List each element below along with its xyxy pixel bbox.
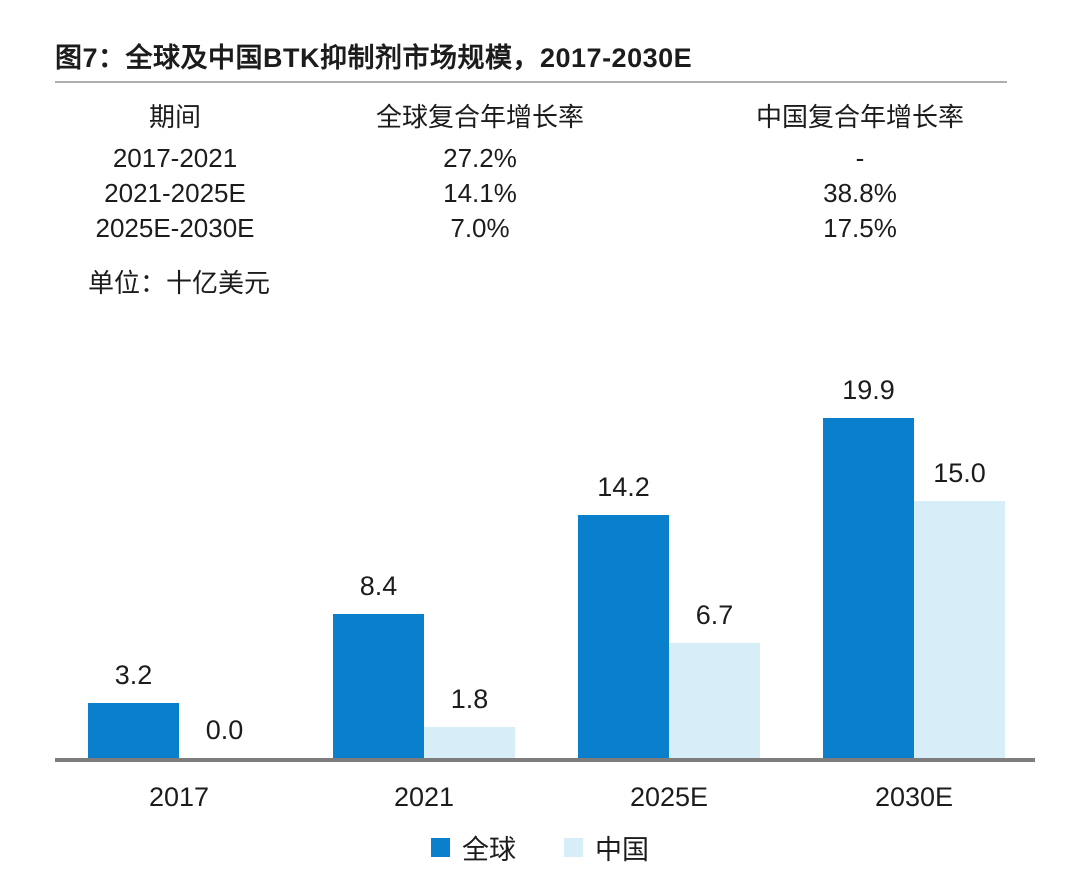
figure-title: 图7：全球及中国BTK抑制剂市场规模，2017-2030E xyxy=(55,43,693,73)
bar-slot: 19.9 xyxy=(823,348,914,758)
bar-group-2021: 8.4 1.8 xyxy=(333,348,515,758)
bar-slot: 15.0 xyxy=(914,348,1005,758)
plot-area: 3.2 0.0 8.4 1.8 14.2 6.7 19.9 15.0 xyxy=(55,348,1035,758)
cagr-cell-china: - xyxy=(855,143,865,173)
cagr-header-global: 全球复合年增长率 xyxy=(375,102,584,132)
bar-value-label: 0.0 xyxy=(205,714,244,745)
legend-item-中国: 中国 xyxy=(564,828,649,867)
chart-legend: 全球 中国 xyxy=(0,828,1080,867)
title-divider xyxy=(55,81,1007,83)
legend-label: 中国 xyxy=(595,835,649,865)
cagr-cell-china: 17.5% xyxy=(823,213,897,243)
cagr-header-period: 期间 xyxy=(148,102,201,132)
cagr-cell-period: 2017-2021 xyxy=(112,143,238,173)
bar-中国-2025E xyxy=(669,643,760,758)
bar-中国-2030E xyxy=(914,501,1005,758)
bar-value-label: 15.0 xyxy=(933,457,986,488)
bar-全球-2025E xyxy=(578,515,669,758)
cagr-cell-china: 38.8% xyxy=(823,178,897,208)
cagr-table-header-row: 期间 全球复合年增长率 中国复合年增长率 xyxy=(55,97,1055,132)
bar-中国-2021 xyxy=(424,727,515,758)
bar-value-label: 6.7 xyxy=(695,599,734,630)
bar-group-2030E: 19.9 15.0 xyxy=(823,348,1005,758)
bar-value-label: 8.4 xyxy=(359,570,398,601)
bar-value-label: 19.9 xyxy=(842,374,895,405)
cagr-cell-period: 2021-2025E xyxy=(104,178,246,208)
legend-swatch-icon xyxy=(431,838,450,857)
bar-group-2017: 3.2 0.0 xyxy=(88,348,270,758)
x-axis-labels: 2017 2021 2025E 2030E xyxy=(55,782,1035,816)
bar-slot: 1.8 xyxy=(424,348,515,758)
bar-group-2025E: 14.2 6.7 xyxy=(578,348,760,758)
cagr-cell-global: 14.1% xyxy=(443,178,517,208)
x-axis-line xyxy=(55,758,1035,762)
bar-slot: 14.2 xyxy=(578,348,669,758)
bar-全球-2017 xyxy=(88,703,179,758)
x-tick-label-2030E: 2030E xyxy=(874,782,954,812)
table-row: 2017-2021 27.2% - xyxy=(55,141,1055,176)
x-tick-label-2021: 2021 xyxy=(393,782,455,812)
bar-全球-2030E xyxy=(823,418,914,758)
legend-swatch-icon xyxy=(564,838,583,857)
unit-label: 单位：十亿美元 xyxy=(88,268,271,298)
bar-slot: 6.7 xyxy=(669,348,760,758)
x-tick-label-2025E: 2025E xyxy=(629,782,709,812)
x-tick-label-2017: 2017 xyxy=(148,782,210,812)
table-row: 2021-2025E 14.1% 38.8% xyxy=(55,176,1055,211)
cagr-cell-period: 2025E-2030E xyxy=(95,213,255,243)
bar-value-label: 1.8 xyxy=(450,683,489,714)
cagr-header-china: 中国复合年增长率 xyxy=(755,102,964,132)
legend-label: 全球 xyxy=(462,835,516,865)
bar-slot: 0.0 xyxy=(179,348,270,758)
table-row: 2025E-2030E 7.0% 17.5% xyxy=(55,211,1055,246)
legend-item-全球: 全球 xyxy=(431,828,516,867)
cagr-cell-global: 7.0% xyxy=(450,213,510,243)
cagr-cell-global: 27.2% xyxy=(443,143,517,173)
cagr-table: 期间 全球复合年增长率 中国复合年增长率 2017-2021 27.2% - 2… xyxy=(55,97,1055,246)
bar-slot: 3.2 xyxy=(88,348,179,758)
bar-全球-2021 xyxy=(333,614,424,758)
bar-value-label: 14.2 xyxy=(597,471,650,502)
bar-value-label: 3.2 xyxy=(114,659,153,690)
bar-slot: 8.4 xyxy=(333,348,424,758)
